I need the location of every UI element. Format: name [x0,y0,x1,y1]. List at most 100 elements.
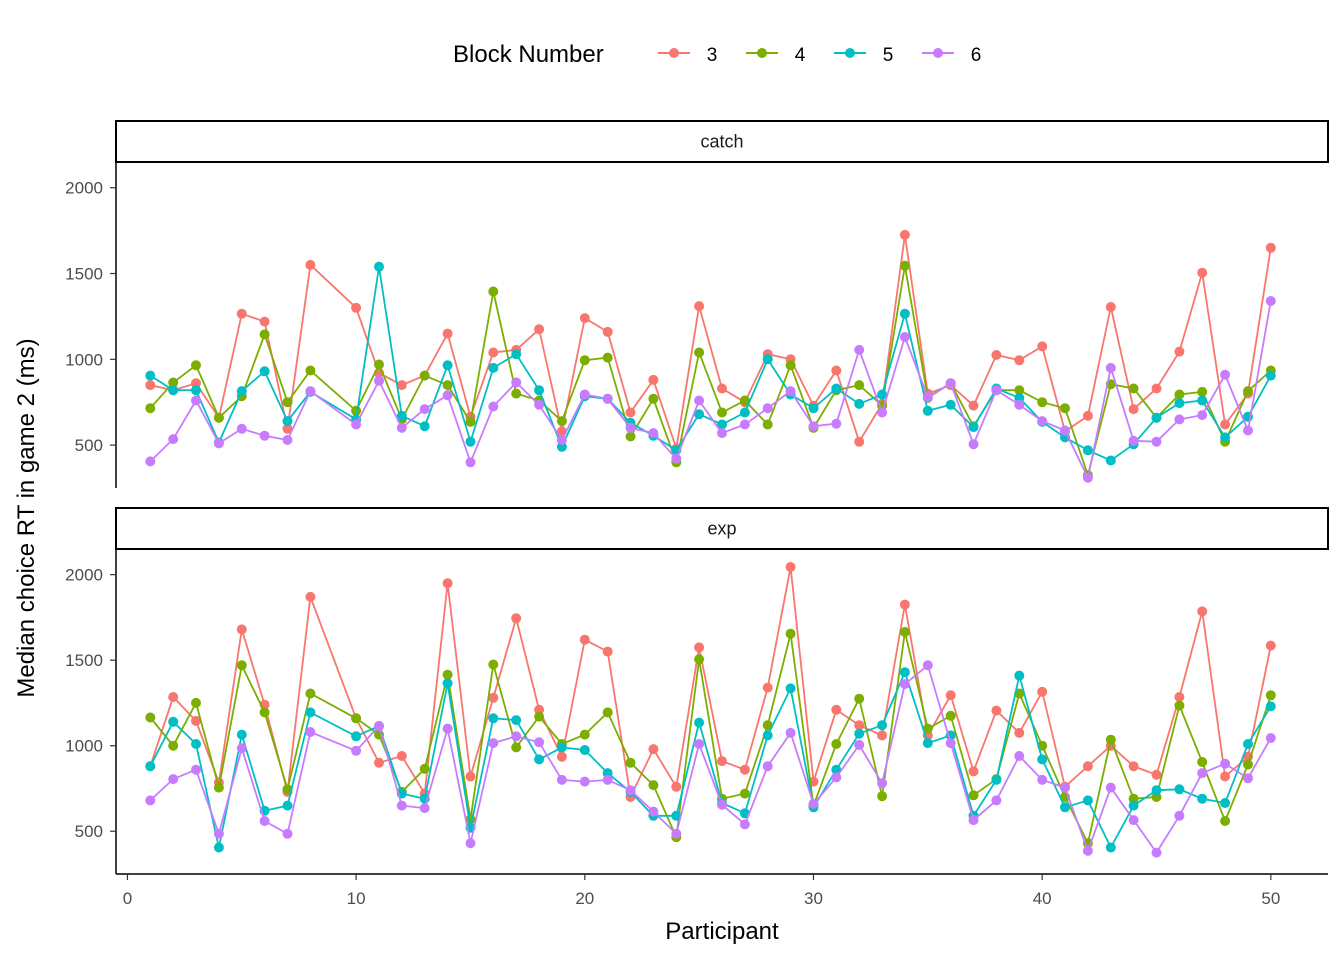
data-point [945,710,956,721]
data-point [351,731,362,742]
data-point [694,409,705,420]
data-point [1014,385,1025,396]
legend-key-point [669,48,679,58]
data-point [1174,414,1185,425]
y-tick-label: 500 [75,436,103,455]
series-line [149,300,1272,481]
data-point [1105,302,1116,312]
data-point [648,393,659,404]
data-point [1082,845,1093,856]
data-point [854,380,865,391]
data-point [419,803,430,814]
data-point [945,690,956,701]
data-point [1197,386,1208,397]
data-point [968,766,979,777]
data-point [145,370,156,381]
data-point [1105,782,1116,793]
data-point [694,739,705,749]
data-point [831,704,842,715]
data-point [1265,733,1276,743]
data-point [1014,399,1025,410]
data-point [648,744,659,755]
data-point [579,313,590,324]
data-point [442,578,453,589]
data-point [1151,412,1162,423]
data-point [1014,727,1025,738]
data-point [213,842,224,853]
series-line [149,663,1272,855]
data-point [534,385,545,396]
data-point [236,743,247,754]
data-point [877,778,888,789]
y-tick-label: 1500 [65,265,103,284]
data-point [442,380,453,391]
data-point [739,764,750,775]
data-point [922,392,933,403]
data-point [1197,757,1208,767]
series-line [149,266,1272,462]
data-point [602,774,613,785]
data-point [899,332,910,342]
data-point [1082,445,1093,456]
data-point [717,419,727,430]
data-point [396,410,407,421]
series-6 [145,296,1276,483]
data-point [1105,734,1116,745]
data-point [282,435,293,445]
data-point [579,745,590,755]
x-tick-label: 10 [347,889,366,908]
data-point [1197,793,1208,804]
data-point [1220,369,1231,380]
data-point [419,370,430,381]
panel-exp: exp 500 1000 1500 2000 [65,507,1329,875]
data-point [442,390,453,401]
data-point [465,416,476,427]
data-point [1128,435,1139,446]
data-point [991,385,1002,396]
y-tick-label: 1000 [65,737,103,756]
data-point [1174,346,1185,357]
data-point [1060,782,1070,793]
data-point [854,739,865,750]
data-point [945,378,956,389]
data-point [534,399,545,410]
legend-key-point [845,48,855,58]
data-point [1128,800,1139,811]
legend-item-6: 6 [922,45,981,66]
data-point [602,326,613,337]
data-point [648,428,659,439]
data-point [1197,768,1208,779]
data-point [191,715,201,726]
data-point [945,738,956,749]
legend-key-point [757,48,767,58]
data-point [191,385,201,396]
data-point [282,397,293,408]
strip-box [115,507,1329,550]
legend-label: 6 [971,45,982,66]
data-point [579,729,590,740]
data-point [762,682,773,693]
data-point [625,757,636,768]
x-tick-label: 20 [575,889,594,908]
data-point [145,761,156,772]
data-point [648,780,659,791]
data-point [556,416,567,427]
data-point [1037,341,1048,352]
y-axis: 500 1000 1500 2000 [65,162,117,488]
x-axis: 0 10 20 30 40 50 [123,874,1280,908]
y-tick-label: 500 [75,822,103,841]
data-point [259,707,270,718]
data-point [762,354,773,365]
data-point [168,377,179,388]
data-point [1151,769,1162,780]
data-point [968,790,979,801]
data-point [556,774,567,785]
data-point [717,799,727,810]
data-point [1082,761,1093,772]
data-point [1128,793,1139,804]
data-point [899,599,910,610]
data-point [213,782,224,793]
data-point [1151,383,1162,394]
data-point [854,398,865,409]
data-point [1220,798,1231,808]
